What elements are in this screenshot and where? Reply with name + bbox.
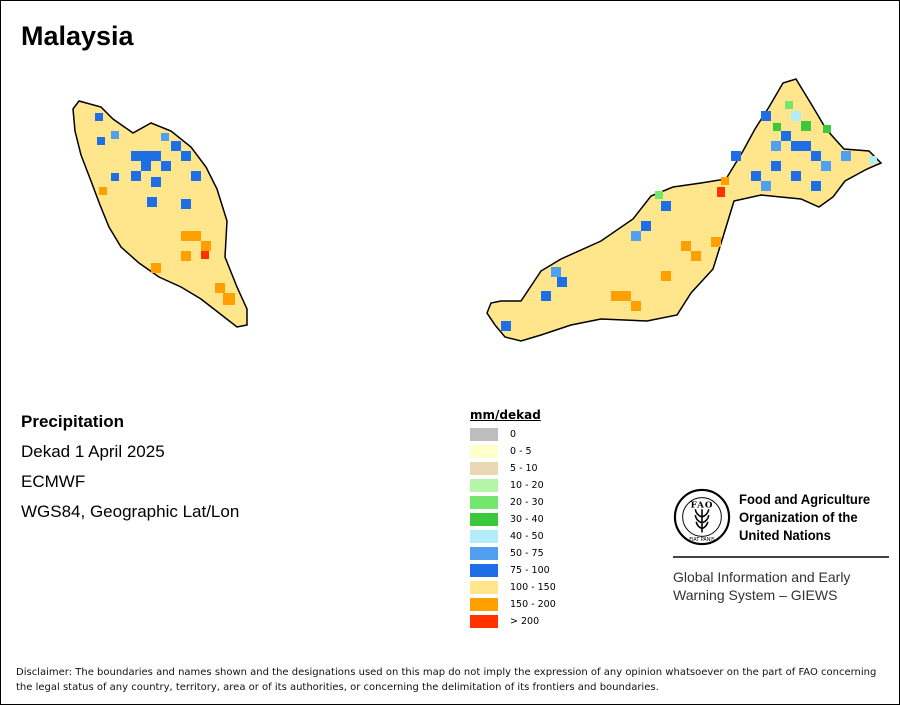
disclaimer: Disclaimer: The boundaries and names sho…: [16, 667, 877, 693]
fao-logo-icon: FAO FIAT PANIS: [673, 488, 731, 546]
divider: [673, 556, 889, 558]
fao-name-line-1: Food and Agriculture: [739, 491, 871, 507]
legend-swatch: [470, 581, 498, 594]
precipitation-map: [72, 78, 883, 342]
legend-swatch: [470, 598, 498, 611]
fao-name: Food and Agriculture Organization of the…: [739, 490, 870, 544]
map-info-block: Precipitation Dekad 1 April 2025 ECMWF W…: [21, 412, 239, 532]
legend-title: mm/dekad: [470, 408, 541, 422]
fao-logo-motto: FIAT PANIS: [689, 537, 715, 543]
legend-swatch: [470, 445, 498, 458]
legend-swatch: [470, 547, 498, 560]
legend-label: 40 - 50: [510, 531, 544, 542]
legend-label: 100 - 150: [510, 582, 556, 593]
borneo-malaysia: [486, 78, 883, 342]
legend-swatch: [470, 496, 498, 509]
legend-label: 5 - 10: [510, 463, 538, 474]
legend-swatch: [470, 513, 498, 526]
legend-item: 5 - 10: [470, 460, 556, 477]
legend-item: 150 - 200: [470, 596, 556, 613]
fao-name-line-2: Organization of the: [739, 509, 858, 525]
projection: WGS84, Geographic Lat/Lon: [21, 502, 240, 521]
legend-label: 0 - 5: [510, 446, 532, 457]
legend-label: 0: [510, 429, 517, 440]
legend-item: 20 - 30: [470, 494, 556, 511]
legend-swatch: [470, 530, 498, 543]
legend-item: 10 - 20: [470, 477, 556, 494]
legend-swatch: [470, 428, 498, 441]
legend-item: 30 - 40: [470, 511, 556, 528]
data-source: ECMWF: [21, 472, 86, 491]
legend-item: 50 - 75: [470, 545, 556, 562]
legend: mm/dekad 0 0 - 5 5 - 10 10 - 20 20 - 30 30 - …: [470, 408, 556, 630]
legend-label: 150 - 200: [510, 599, 556, 610]
giews-line-2: Warning System – GIEWS: [673, 587, 838, 603]
giews-name: Global Information and Early Warning Sys…: [673, 568, 850, 604]
legend-rows: 0 0 - 5 5 - 10 10 - 20 20 - 30 30 - 40 40 - 50…: [470, 426, 556, 630]
peninsular-malaysia: [72, 100, 248, 328]
time-period: Dekad 1 April 2025: [21, 442, 165, 461]
legend-item: 75 - 100: [470, 562, 556, 579]
legend-swatch: [470, 479, 498, 492]
legend-item: 0 - 5: [470, 443, 556, 460]
legend-label: 30 - 40: [510, 514, 544, 525]
legend-label: 20 - 30: [510, 497, 544, 508]
legend-label: 10 - 20: [510, 480, 544, 491]
legend-swatch: [470, 615, 498, 628]
legend-swatch: [470, 564, 498, 577]
giews-line-1: Global Information and Early: [673, 569, 851, 585]
legend-label: 50 - 75: [510, 548, 544, 559]
legend-item: 0: [470, 426, 556, 443]
legend-label: 75 - 100: [510, 565, 550, 576]
variable-name: Precipitation: [21, 412, 124, 431]
legend-item: 40 - 50: [470, 528, 556, 545]
fao-logo-letters: FAO: [691, 500, 714, 510]
fao-name-line-3: United Nations: [739, 527, 831, 543]
legend-label: > 200: [510, 616, 540, 627]
legend-swatch: [470, 462, 498, 475]
map-title: Malaysia: [21, 21, 134, 51]
legend-item: > 200: [470, 613, 556, 630]
legend-item: 100 - 150: [470, 579, 556, 596]
